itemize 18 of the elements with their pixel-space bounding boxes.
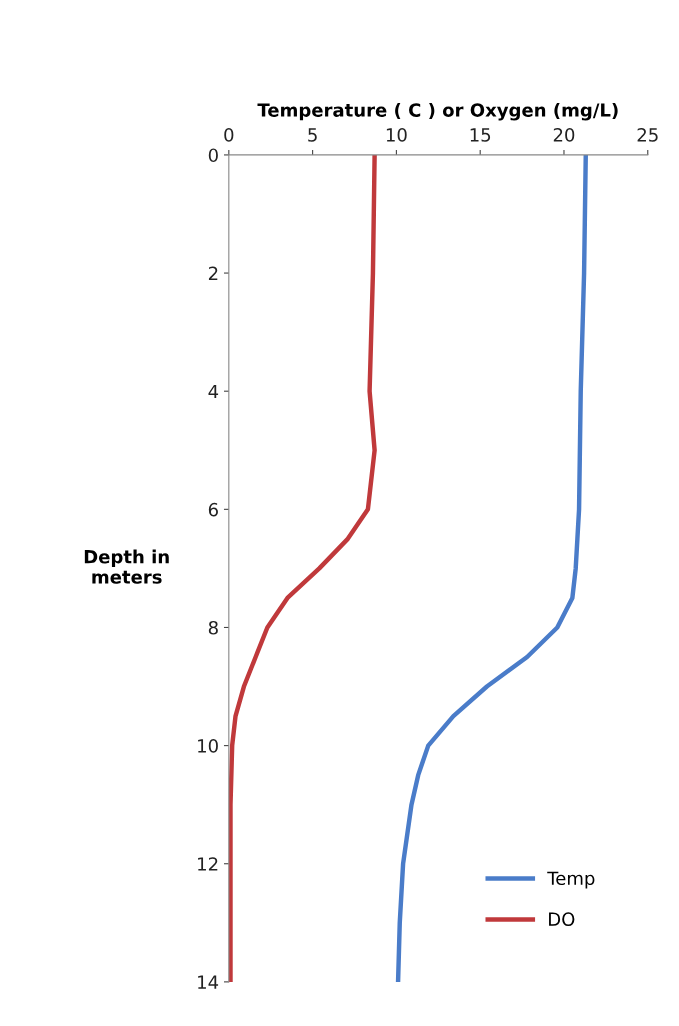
- y-tick-label: 12: [198, 857, 218, 871]
- legend-label: Temp: [547, 871, 595, 889]
- y-tick-label: 2: [208, 266, 218, 280]
- y-tick-label: 6: [208, 502, 218, 517]
- x-tick-label: 15: [470, 128, 491, 142]
- y-tick-label: 14: [198, 975, 219, 989]
- x-tick-label: 0: [224, 128, 234, 142]
- x-axis-title: Temperature ( C ) or Oxygen (mg/L): [257, 102, 618, 121]
- y-tick-label: 4: [208, 384, 219, 399]
- x-tick-label: 5: [308, 128, 317, 142]
- legend-label: DO: [549, 912, 575, 927]
- y-tick-label: 0: [208, 148, 218, 163]
- x-tick-label: 20: [553, 128, 575, 142]
- x-tick-label: 25: [637, 128, 658, 142]
- y-tick-label: 8: [208, 620, 218, 635]
- y-tick-label: 10: [198, 739, 218, 753]
- y-axis-title: Depth in meters: [84, 549, 169, 584]
- x-tick-label: 10: [386, 128, 407, 142]
